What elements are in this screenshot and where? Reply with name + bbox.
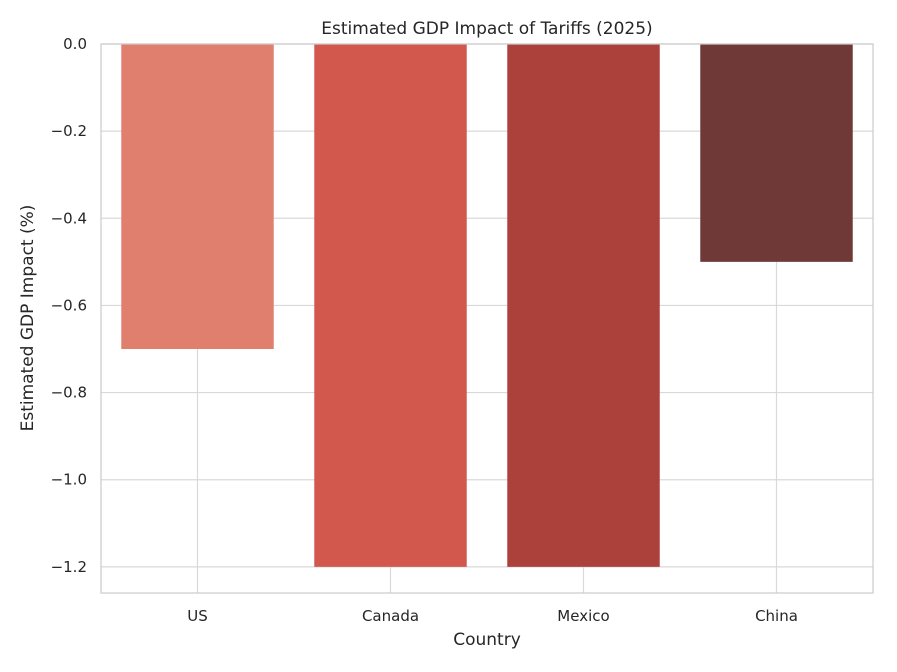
x-tick-labels: US Canada Mexico China [187,607,798,625]
x-tick-label: Canada [362,607,419,625]
y-tick-label: 0.0 [63,35,87,53]
bar-mexico [507,44,660,567]
x-axis-label: Country [453,630,521,650]
bar-china [700,44,853,262]
bar-canada [314,44,467,567]
bars [121,44,853,567]
y-tick-label: −1.2 [51,558,87,576]
plot-frame [100,43,874,594]
y-tick-label: −0.8 [51,384,87,402]
y-tick-label: −0.6 [51,296,87,314]
y-axis-label: Estimated GDP Impact (%) [18,205,38,432]
y-tick-labels: 0.0 −0.2 −0.4 −0.6 −0.8 −1.0 −1.2 [51,35,87,576]
x-tick-label: Mexico [557,607,609,625]
chart-title: Estimated GDP Impact of Tariffs (2025) [321,19,652,39]
bar-us [121,44,274,349]
y-tick-label: −0.4 [51,209,87,227]
x-tick-label: US [187,607,208,625]
y-tick-label: −0.2 [51,122,87,140]
y-tick-label: −1.0 [51,471,87,489]
x-tick-label: China [755,607,798,625]
